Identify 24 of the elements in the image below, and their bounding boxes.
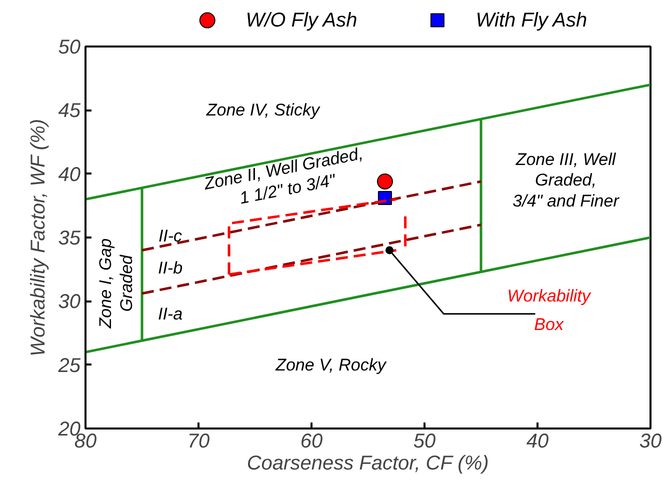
x-tick-label: 70	[187, 430, 210, 452]
annotation: Workability Box	[507, 286, 592, 334]
annotation: Zone V, Rocky	[274, 355, 388, 374]
annotation: II-b	[158, 258, 183, 278]
x-tick-label: 40	[526, 430, 549, 452]
annotation: Zone I, Gap Graded	[96, 238, 136, 330]
y-tick-label: 40	[58, 164, 81, 186]
x-tick-label: 50	[413, 430, 436, 452]
y-tick-label: 25	[57, 354, 82, 377]
y-tick-label: 30	[58, 291, 81, 314]
annotation: Zone II, Well Graded, 1 1/2" to 3/4"	[202, 144, 364, 208]
annotation: II-a	[158, 304, 183, 324]
y-tick-label: 45	[58, 100, 82, 122]
y-tick-label: 50	[58, 36, 81, 58]
legend-label: W/O Fly Ash	[246, 9, 358, 32]
annotation: Zone IV, Sticky	[205, 100, 321, 120]
x-axis-title: Coarseness Factor, CF (%)	[246, 452, 489, 474]
legend-label: With Fly Ash	[476, 9, 588, 32]
annotation: II-c	[158, 226, 183, 246]
x-tick-label: 30	[639, 430, 662, 452]
y-tick-label: 35	[58, 228, 82, 250]
annotation: Zone III, Well Graded, 3/4" and Finer	[512, 150, 620, 211]
x-tick-label: 60	[300, 430, 323, 452]
y-axis-title: Workability Factor, WF (%)	[27, 118, 50, 356]
